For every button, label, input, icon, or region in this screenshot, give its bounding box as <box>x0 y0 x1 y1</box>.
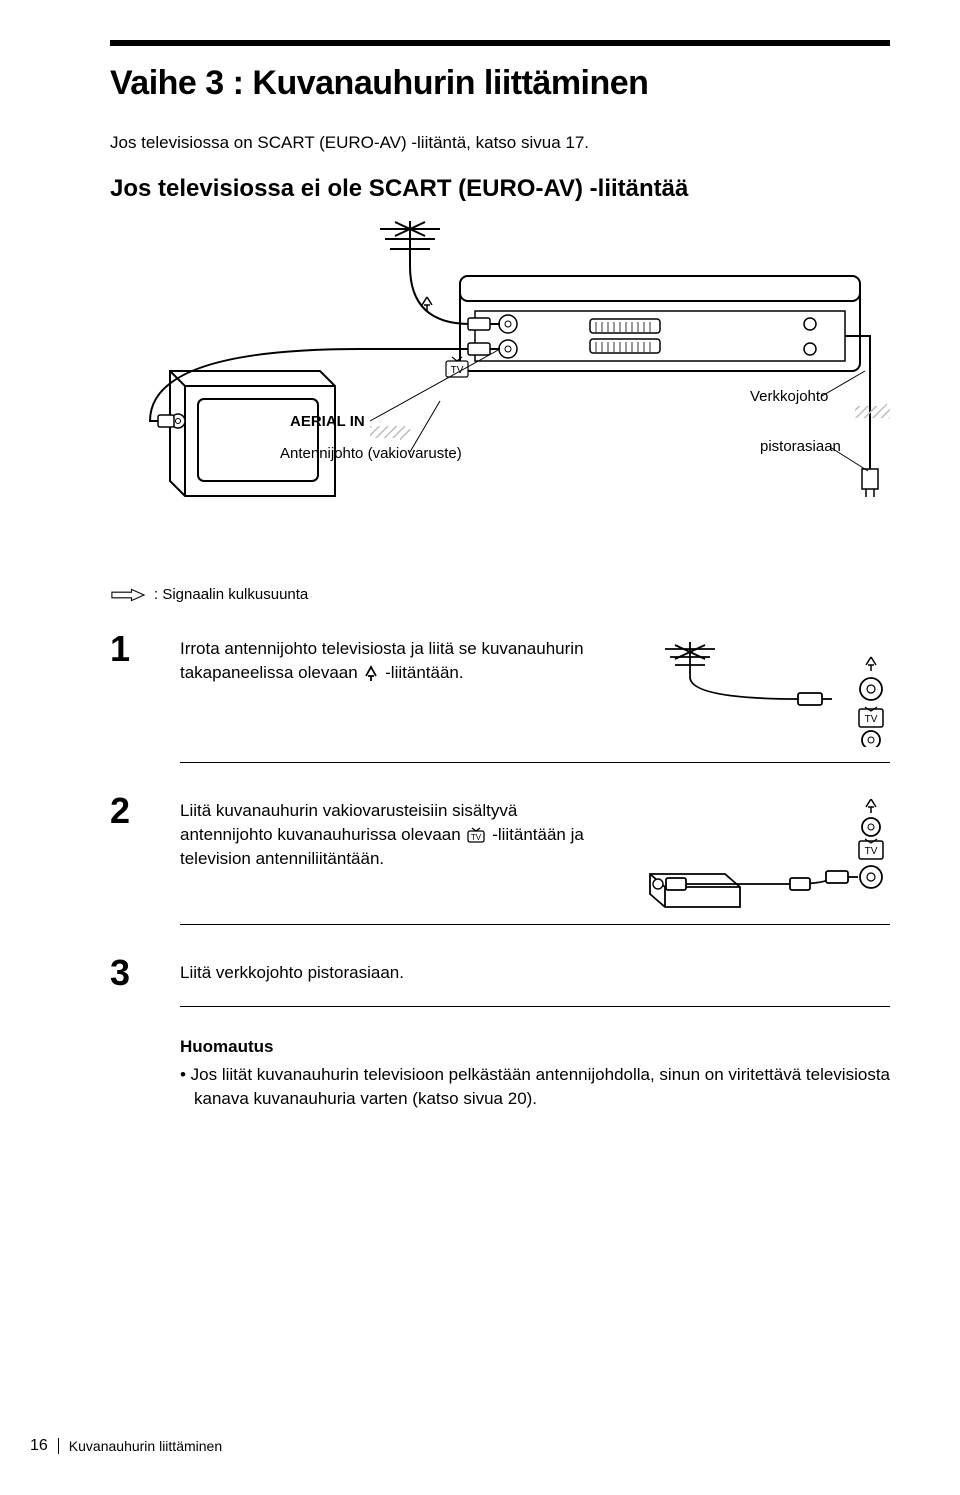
step-1-rule <box>180 762 890 763</box>
arrow-open-icon <box>110 588 146 602</box>
signal-flow-legend: : Signaalin kulkusuunta <box>110 586 890 603</box>
antenna-cable-label: Antennijohto (vakiovaruste) <box>280 445 462 462</box>
aerial-in-label: AERIAL IN <box>290 413 365 430</box>
footer-rule <box>58 1438 59 1454</box>
note-text: • Jos liität kuvanauhurin televisioon pe… <box>180 1063 890 1111</box>
signal-flow-text: : Signaalin kulkusuunta <box>154 586 308 603</box>
step-2-illustration: TV <box>630 799 890 909</box>
step-3-text: Liitä verkkojohto pistorasiaan. <box>180 961 890 991</box>
step-1: 1 Irrota antennijohto televisiosta ja li… <box>110 631 890 747</box>
step-1-illustration: TV <box>630 637 890 747</box>
top-rule <box>110 40 890 46</box>
to-socket-label: pistorasiaan <box>760 438 841 455</box>
note-heading: Huomautus <box>180 1037 890 1057</box>
step-2-rule <box>180 924 890 925</box>
step-1-number: 1 <box>110 631 180 747</box>
page-title: Vaihe 3 : Kuvanauhurin liittäminen <box>110 64 890 103</box>
step-2: 2 Liitä kuvanauhurin vakiovarusteisiin s… <box>110 793 890 909</box>
step-2-number: 2 <box>110 793 180 909</box>
step-2-text: Liitä kuvanauhurin vakiovarusteisiin sis… <box>180 799 610 909</box>
svg-text:TV: TV <box>865 846 878 857</box>
svg-text:TV: TV <box>471 833 482 842</box>
step-3-number: 3 <box>110 955 180 991</box>
mains-lead-label: Verkkojohto <box>750 388 828 405</box>
footer-section: Kuvanauhurin liittäminen <box>69 1438 222 1454</box>
rf-in-icon <box>364 664 378 682</box>
connection-diagram: TV AERIAL IN Antennijohto (vakiovaruste)… <box>110 221 890 551</box>
page-footer: 16 Kuvanauhurin liittäminen <box>30 1437 222 1455</box>
page-number: 16 <box>30 1437 48 1455</box>
svg-text:TV: TV <box>865 714 878 725</box>
step-1-text: Irrota antennijohto televisiosta ja liit… <box>180 637 610 747</box>
intro-text: Jos televisiossa on SCART (EURO-AV) -lii… <box>110 133 890 153</box>
tv-out-icon: TV <box>467 827 485 843</box>
subheading: Jos televisiossa ei ole SCART (EURO-AV) … <box>110 175 890 203</box>
note-block: Huomautus • Jos liität kuvanauhurin tele… <box>180 1037 890 1111</box>
step-3: 3 Liitä verkkojohto pistorasiaan. <box>110 955 890 991</box>
step-3-rule <box>180 1006 890 1007</box>
